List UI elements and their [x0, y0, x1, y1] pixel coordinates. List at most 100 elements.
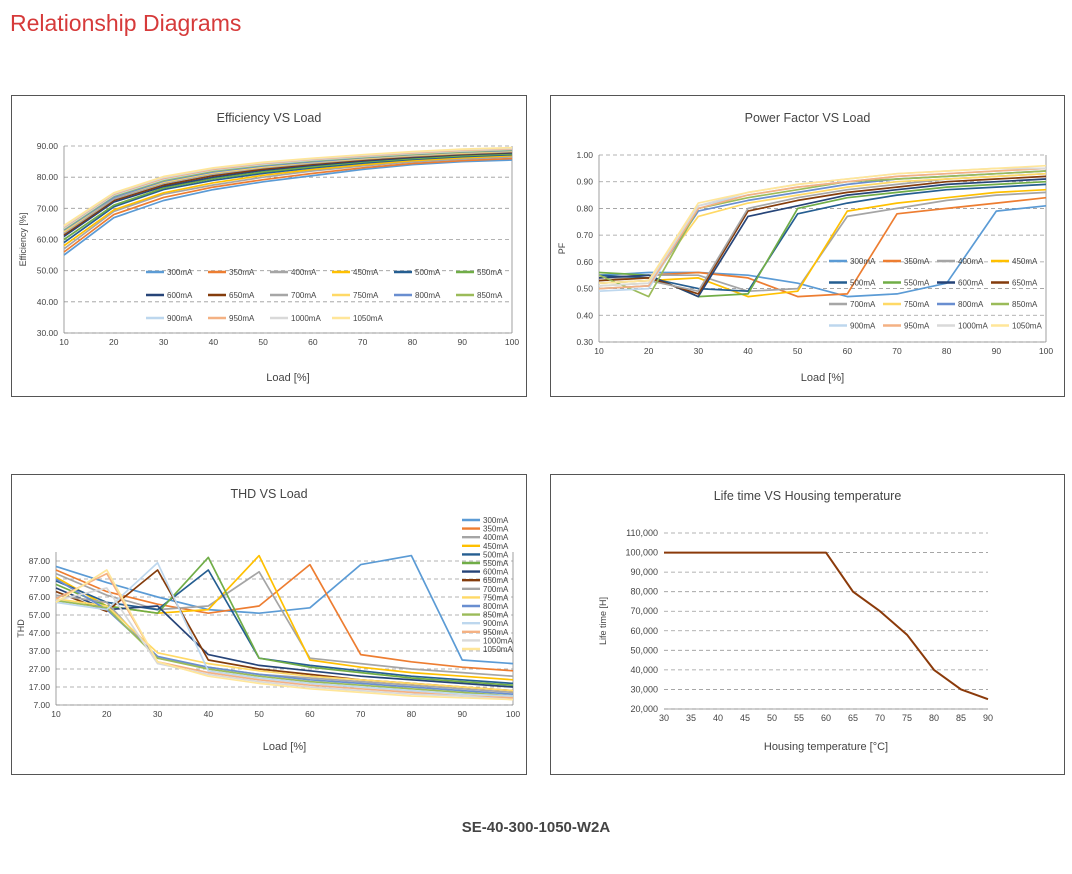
x-tick-label: 40 — [713, 713, 723, 723]
legend-label: 600mA — [958, 279, 984, 288]
y-tick-label: 50,000 — [630, 645, 658, 655]
legend-label: 550mA — [483, 559, 509, 568]
legend-label: 600mA — [167, 291, 193, 300]
legend-label: 300mA — [850, 257, 876, 266]
series-line-450mA — [598, 188, 1047, 298]
y-tick-label: 47.00 — [29, 628, 51, 638]
y-axis-label: THD — [16, 619, 26, 638]
y-tick-label: 37.00 — [29, 646, 51, 656]
y-tick-label: 0.30 — [576, 337, 593, 347]
chart-title: THD VS Load — [230, 487, 307, 501]
legend-label: 950mA — [483, 628, 509, 637]
series-line-350mA — [63, 157, 513, 253]
series-line-500mA — [63, 153, 513, 244]
x-tick-label: 60 — [821, 713, 831, 723]
y-tick-label: 40.00 — [37, 297, 59, 307]
legend-label: 850mA — [1012, 300, 1038, 309]
legend-label: 350mA — [904, 257, 930, 266]
x-tick-label: 35 — [686, 713, 696, 723]
x-tick-label: 100 — [1039, 346, 1053, 356]
legend-label: 700mA — [483, 585, 509, 594]
x-tick-label: 10 — [594, 346, 604, 356]
y-tick-label: 0.90 — [576, 177, 593, 187]
legend-label: 650mA — [483, 576, 509, 585]
x-tick-label: 90 — [457, 337, 467, 347]
x-axis-label: Housing temperature [°C] — [764, 741, 888, 753]
series-line-1050mA — [63, 146, 513, 227]
x-tick-label: 85 — [956, 713, 966, 723]
series-line-500mA — [598, 183, 1047, 293]
legend-label: 550mA — [477, 268, 503, 277]
series-line-550mA — [63, 152, 513, 241]
x-tick-label: 55 — [794, 713, 804, 723]
y-tick-label: 50.00 — [37, 266, 59, 276]
y-tick-label: 60.00 — [37, 235, 59, 245]
legend-label: 900mA — [483, 619, 509, 628]
x-tick-label: 40 — [743, 346, 753, 356]
y-tick-label: 30,000 — [630, 684, 658, 694]
x-tick-label: 50 — [254, 709, 264, 719]
x-tick-label: 70 — [875, 713, 885, 723]
legend-label: 500mA — [850, 279, 876, 288]
y-tick-label: 80.00 — [37, 172, 59, 182]
x-tick-label: 30 — [153, 709, 163, 719]
x-tick-label: 10 — [59, 337, 69, 347]
legend-label: 400mA — [958, 257, 984, 266]
series-line-450mA — [63, 154, 513, 247]
x-tick-label: 80 — [408, 337, 418, 347]
x-tick-label: 20 — [644, 346, 654, 356]
legend-label: 950mA — [229, 314, 255, 323]
legend-label: 1000mA — [291, 314, 321, 323]
x-tick-label: 20 — [102, 709, 112, 719]
legend-label: 1000mA — [483, 636, 513, 645]
x-tick-label: 20 — [109, 337, 119, 347]
x-tick-label: 60 — [308, 337, 318, 347]
series-line — [664, 551, 989, 701]
x-tick-label: 10 — [51, 709, 61, 719]
x-tick-label: 90 — [457, 709, 467, 719]
series-line-350mA — [55, 563, 514, 672]
legend-label: 750mA — [353, 291, 379, 300]
legend-label: 650mA — [229, 291, 255, 300]
series-line-900mA — [55, 561, 514, 697]
series-line-400mA — [55, 570, 514, 678]
x-tick-label: 100 — [505, 337, 519, 347]
series-line-750mA — [55, 597, 514, 692]
series-line-850mA — [55, 599, 514, 697]
x-tick-label: 30 — [159, 337, 169, 347]
y-axis-label: Life time [H] — [598, 597, 608, 645]
series-line-850mA — [598, 170, 1047, 298]
y-tick-label: 40,000 — [630, 665, 658, 675]
legend-label: 950mA — [904, 322, 930, 331]
thd-chart: THD VS Load 7.00 17.00 27.00 37.00 47.00 57.00… — [16, 487, 520, 753]
efficiency-chart-panel: Efficiency VS Load 30.00 40.00 50.00 60.00 70… — [11, 95, 527, 397]
legend-label: 700mA — [850, 300, 876, 309]
series-line-350mA — [598, 196, 1047, 298]
legend-label: 400mA — [483, 533, 509, 542]
power-factor-chart: Power Factor VS Load 0.30 0.40 0.50 0.60 0.70… — [557, 111, 1053, 384]
x-tick-label: 40 — [204, 709, 214, 719]
series-line-300mA — [63, 159, 513, 256]
y-tick-label: 70,000 — [630, 606, 658, 616]
x-tick-label: 70 — [358, 337, 368, 347]
legend-label: 800mA — [483, 602, 509, 611]
legend-label: 300mA — [167, 268, 193, 277]
y-tick-label: 57.00 — [29, 610, 51, 620]
y-axis-label: Efficiency [%] — [18, 213, 28, 267]
x-tick-label: 40 — [209, 337, 219, 347]
legend-label: 300mA — [483, 516, 509, 525]
legend-label: 1050mA — [483, 645, 513, 654]
x-tick-label: 80 — [942, 346, 952, 356]
y-tick-label: 30.00 — [37, 328, 59, 338]
legend-label: 500mA — [483, 550, 509, 559]
legend-label: 1000mA — [958, 322, 988, 331]
legend-label: 900mA — [167, 314, 193, 323]
y-tick-label: 0.80 — [576, 203, 593, 213]
legend-label: 700mA — [291, 291, 317, 300]
legend-label: 850mA — [483, 611, 509, 620]
x-tick-label: 90 — [992, 346, 1002, 356]
x-tick-label: 45 — [740, 713, 750, 723]
y-tick-label: 17.00 — [29, 682, 51, 692]
x-axis-label: Load [%] — [266, 372, 309, 384]
series-line-1050mA — [598, 164, 1047, 285]
